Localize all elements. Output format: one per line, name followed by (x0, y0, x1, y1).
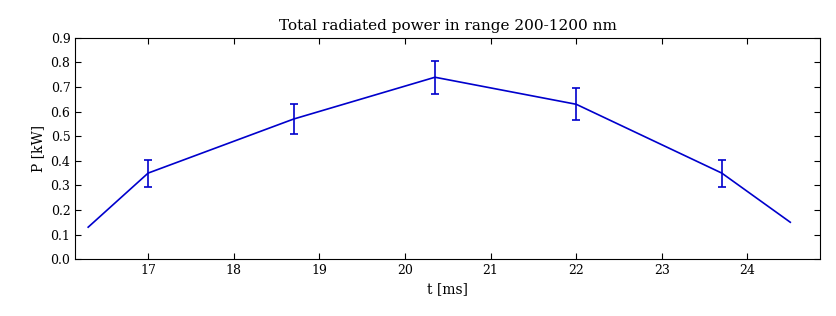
X-axis label: t [ms]: t [ms] (427, 283, 467, 296)
Title: Total radiated power in range 200-1200 nm: Total radiated power in range 200-1200 n… (278, 19, 616, 33)
Y-axis label: P [kW]: P [kW] (31, 125, 45, 172)
